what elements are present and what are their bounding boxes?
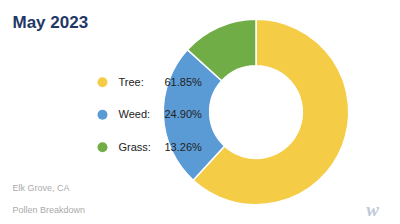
svg-text:May 2023: May 2023	[13, 13, 89, 32]
svg-text:Pollen Breakdown: Pollen Breakdown	[13, 205, 86, 215]
svg-text:w: w	[366, 199, 379, 220]
svg-text:Tree:: Tree:	[119, 76, 144, 88]
svg-text:61.85%: 61.85%	[165, 76, 203, 88]
svg-text:Weed:: Weed:	[119, 108, 151, 120]
svg-text:24.90%: 24.90%	[165, 108, 203, 120]
svg-text:13.26%: 13.26%	[165, 141, 203, 153]
svg-text:Grass:: Grass:	[119, 141, 151, 153]
svg-text:Elk Grove, CA: Elk Grove, CA	[13, 183, 70, 193]
